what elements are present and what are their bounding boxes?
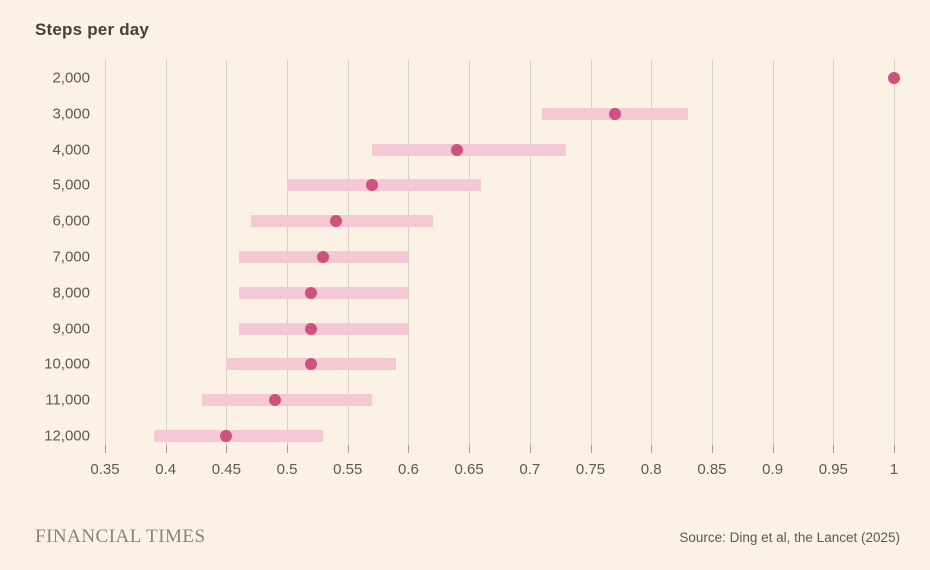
source-credit: Source: Ding et al, the Lancet (2025) [679,530,900,545]
gridline [590,60,592,445]
x-axis-tick [287,445,289,453]
gridline [833,60,835,445]
x-tick-label: 0.6 [398,461,419,478]
x-tick-label: 0.9 [762,461,784,478]
estimate-dot [329,215,342,228]
y-tick-label: 8,000 [52,284,90,302]
estimate-dot [220,430,233,443]
x-tick-label: 0.8 [640,461,662,478]
y-tick-label: 4,000 [52,141,90,159]
y-tick-label: 6,000 [52,212,90,230]
confidence-range-bar [202,394,373,407]
x-tick-label: 0.7 [519,461,541,478]
x-tick-label: 0.35 [90,461,120,478]
x-tick-label: 0.45 [211,461,241,478]
x-tick-label: 0.5 [276,461,298,478]
confidence-range-bar [250,215,433,228]
estimate-dot [305,358,318,371]
x-axis-tick [651,445,653,453]
x-tick-label: 0.4 [155,461,177,478]
x-tick-label: 0.85 [697,461,727,478]
x-tick-label: 0.95 [818,461,848,478]
x-axis-tick [833,445,835,453]
x-axis-tick [165,445,167,453]
y-tick-label: 11,000 [45,391,90,409]
x-axis-tick [226,445,228,453]
gridline [772,60,774,445]
estimate-dot [305,322,318,335]
x-axis-tick [590,445,592,453]
estimate-dot [451,143,463,156]
confidence-range-bar [153,430,324,443]
x-axis-tick [105,445,106,453]
estimate-dot [366,179,379,192]
gridline [226,60,228,445]
estimate-dot [268,394,281,407]
x-axis-tick [894,445,895,453]
estimate-dot [305,286,318,299]
estimate-dot [317,251,330,263]
x-tick-label: 1 [889,461,899,478]
x-axis-tick [469,445,471,453]
gridline [165,60,167,445]
y-tick-label: 9,000 [52,320,90,338]
x-tick-label: 0.65 [454,461,484,478]
gridline [894,60,895,445]
gridline [529,60,531,445]
y-tick-label: 3,000 [52,105,90,123]
gridline [105,60,106,445]
gridline [469,60,471,445]
x-axis-tick [711,445,713,453]
gridline [711,60,713,445]
estimate-dot [888,71,900,84]
x-axis-tick [529,445,531,453]
confidence-range-bar [287,179,482,192]
gridline [408,60,410,445]
gridline [651,60,653,445]
confidence-range-bar [238,286,409,299]
y-tick-label: 10,000 [44,355,90,373]
y-tick-label: 5,000 [52,176,90,194]
y-tick-label: 7,000 [52,248,90,266]
confidence-range-bar [238,322,409,335]
x-tick-label: 0.75 [575,461,606,478]
y-tick-label: 12,000 [44,427,90,445]
chart-footer: FINANCIAL TIMES Source: Ding et al, the … [35,526,900,548]
estimate-dot [608,107,621,120]
confidence-range-bar [372,143,567,156]
y-tick-label: 2,000 [52,69,90,87]
plot-area: 0.35 0.4 0.45 0.5 0.55 0.6 0.65 0.7 0.75 0.8 0.85 0… [90,60,900,478]
chart-title: Steps per day [35,20,150,39]
x-axis-tick [772,445,774,453]
x-tick-label: 0.55 [333,461,363,478]
financial-times-logo: FINANCIAL TIMES [35,526,206,547]
x-axis-tick [408,445,410,453]
x-axis-tick [347,445,349,453]
